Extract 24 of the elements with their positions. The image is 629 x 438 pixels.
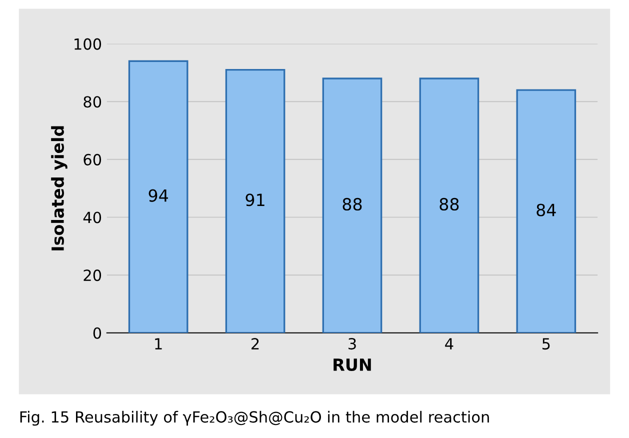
x-tick-label: 2 (252, 338, 259, 350)
y-tick-label: 80 (84, 96, 102, 108)
y-tick-label: 20 (84, 270, 102, 282)
x-tick-label: 3 (348, 338, 356, 350)
y-tick-label: 60 (84, 154, 102, 166)
data-label: 88 (440, 198, 459, 211)
data-label: 91 (246, 194, 264, 206)
x-tick-label: 1 (155, 338, 162, 350)
bar (419, 78, 480, 333)
caption: Fig. 15 Reusability of γFe₂O₃@Sh@Cu₂O in the model reaction (20, 410, 489, 426)
data-label: 88 (342, 198, 362, 211)
data-label: 84 (536, 204, 556, 216)
y-axis-title: Isolated yield (51, 126, 68, 250)
x-axis-title: RUN (334, 358, 371, 371)
x-tick-label: 4 (445, 338, 454, 350)
bar (128, 60, 188, 333)
y-tick-label: 100 (74, 38, 102, 50)
bar (322, 78, 382, 333)
bar (225, 68, 286, 333)
x-tick-label: 5 (542, 338, 550, 350)
y-tick-label: 40 (83, 212, 102, 224)
data-label: 94 (148, 189, 168, 202)
bar (516, 89, 576, 333)
y-tick-label: 0 (93, 327, 102, 339)
